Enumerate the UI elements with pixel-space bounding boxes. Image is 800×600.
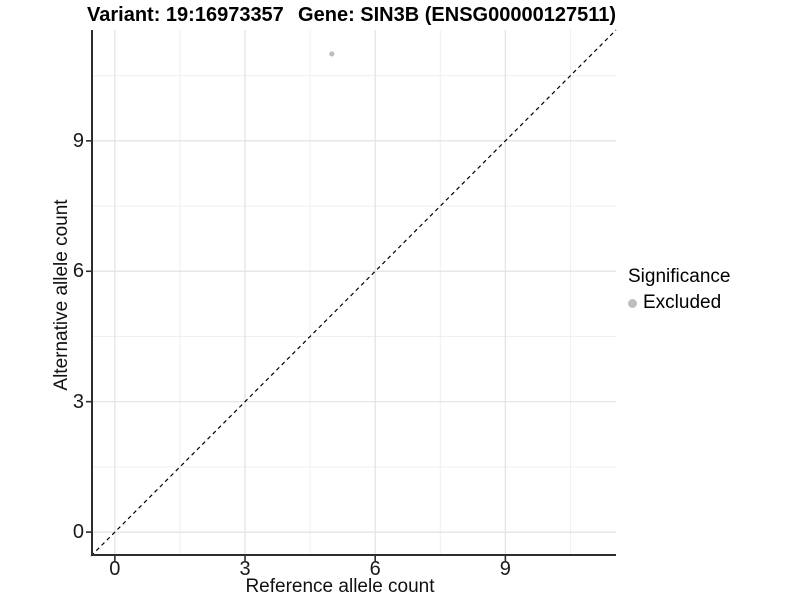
legend-point-icon	[628, 298, 637, 308]
legend-title: Significance	[628, 266, 731, 287]
identity-reference-line	[90, 29, 617, 557]
y-tick-label: 3	[72, 390, 84, 413]
legend-item-excluded: Excluded	[628, 292, 730, 314]
legend-item-label: Excluded	[643, 292, 722, 313]
legend: Significance Excluded	[628, 266, 730, 314]
y-axis-title: Alternative allele count	[51, 199, 72, 391]
y-tick-label: 6	[72, 260, 84, 283]
plot-title-gene: Gene: SIN3B (ENSG00000127511)	[298, 4, 616, 26]
data-point	[329, 51, 335, 57]
y-tick-label: 9	[72, 129, 84, 152]
x-tick-label: 0	[109, 558, 121, 580]
plot-title-variant: Variant: 19:16973357	[87, 4, 284, 26]
plot-panel	[86, 29, 617, 561]
x-tick-label: 3	[239, 558, 251, 580]
x-axis-title: Reference allele count	[245, 576, 435, 597]
x-tick-label: 6	[369, 558, 381, 580]
x-tick-label: 9	[499, 558, 511, 580]
y-tick-label: 0	[72, 521, 84, 544]
